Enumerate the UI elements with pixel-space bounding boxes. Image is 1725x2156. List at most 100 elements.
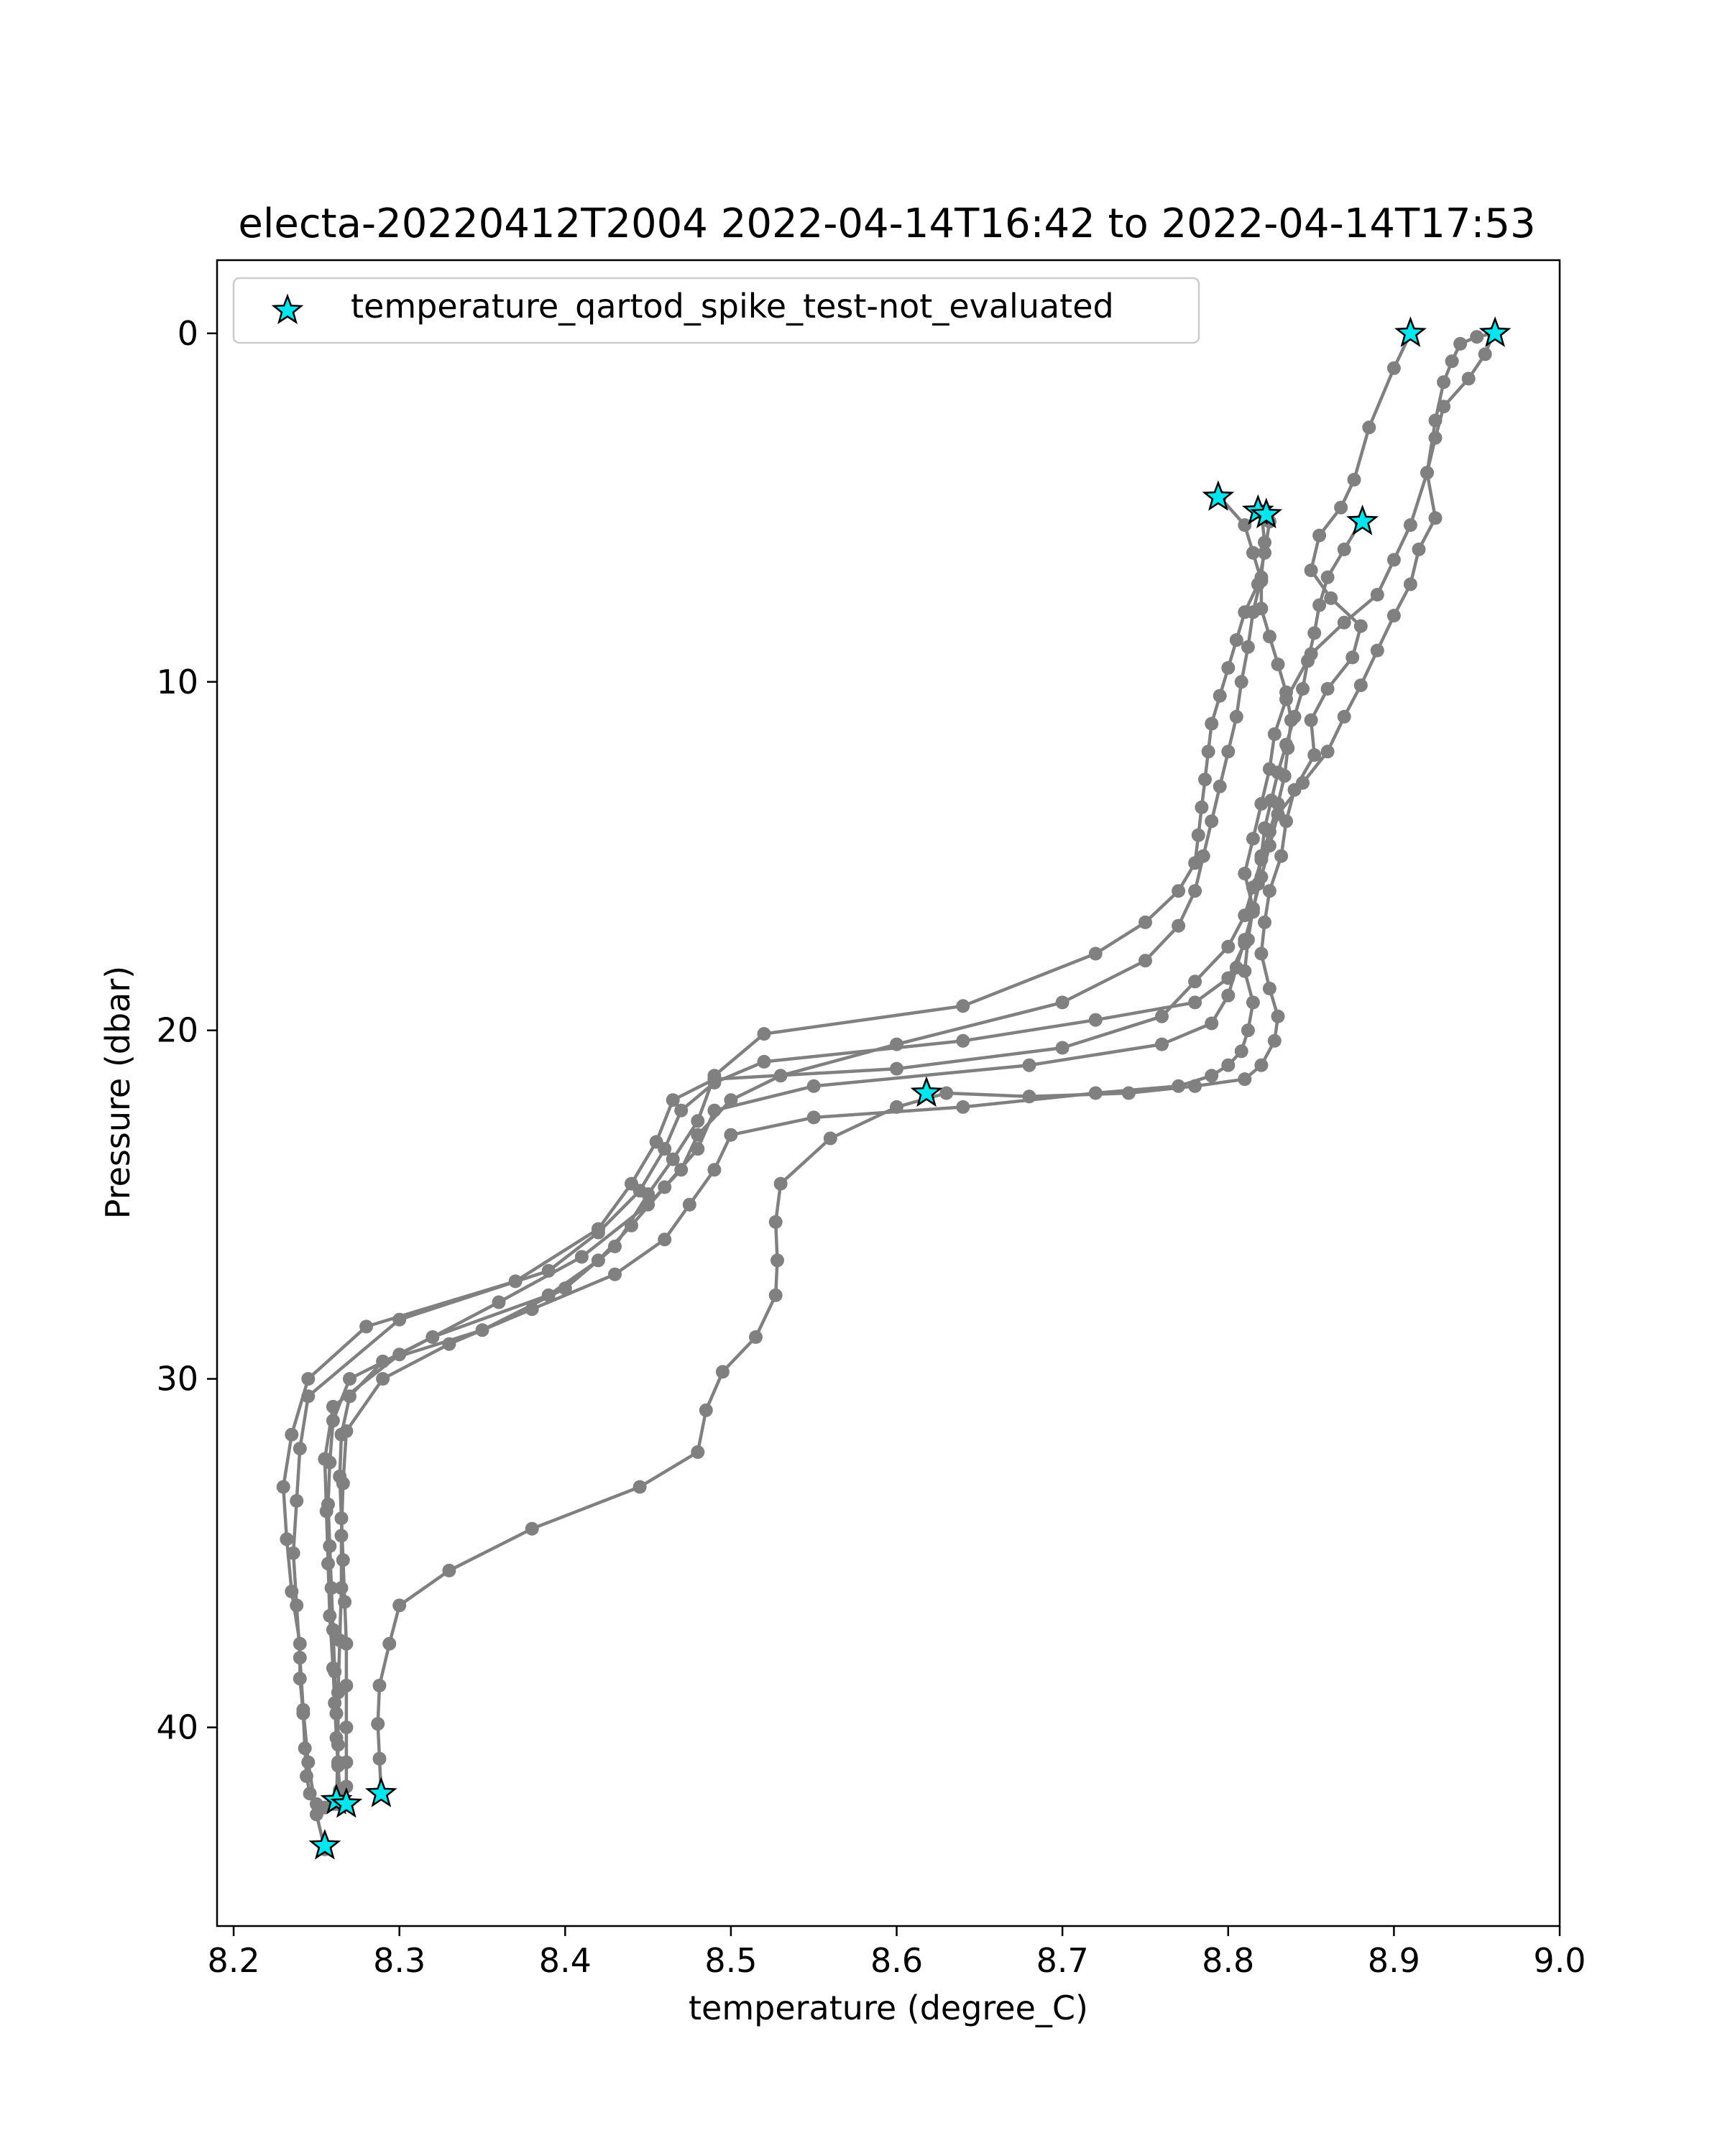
data-point: [1437, 375, 1451, 390]
data-point: [768, 1288, 783, 1302]
data-point: [525, 1521, 539, 1536]
data-point: [339, 1720, 354, 1735]
data-point: [1213, 779, 1227, 793]
data-point: [1229, 633, 1243, 648]
data-point: [1362, 420, 1376, 435]
x-tick-label: 9.0: [1533, 1941, 1586, 1980]
data-point: [1055, 1041, 1070, 1055]
data-point: [334, 1511, 349, 1526]
data-point: [1238, 1072, 1252, 1087]
data-point: [691, 1114, 705, 1128]
flagged-star-marker: [1202, 480, 1235, 511]
data-point: [608, 1239, 622, 1253]
data-point: [1301, 654, 1315, 668]
data-point: [1296, 775, 1310, 790]
flagged-star-marker: [1250, 497, 1283, 529]
data-point: [492, 1295, 506, 1309]
data-point: [1267, 1033, 1282, 1048]
data-point: [1234, 1044, 1248, 1059]
data-point: [1188, 856, 1202, 870]
data-point: [392, 1598, 407, 1613]
x-tick-label: 8.8: [1202, 1941, 1254, 1980]
data-point: [1320, 745, 1335, 759]
data-point: [508, 1274, 523, 1289]
data-point: [1346, 650, 1360, 665]
data-point: [768, 1215, 783, 1229]
data-point: [1445, 354, 1459, 369]
data-point: [749, 1330, 763, 1344]
data-point: [806, 1110, 821, 1125]
data-point: [691, 1142, 705, 1156]
data-point: [806, 1079, 821, 1093]
data-point: [343, 1372, 356, 1386]
data-point: [1088, 1013, 1103, 1027]
data-point: [1221, 988, 1236, 1003]
data-point: [1370, 588, 1384, 602]
legend-frame: [232, 277, 1200, 344]
data-point: [1055, 995, 1070, 1010]
data-point: [1155, 1037, 1169, 1051]
data-point: [625, 1176, 638, 1191]
data-point: [1262, 884, 1276, 898]
x-tick-label: 8.2: [207, 1941, 259, 1980]
data-point: [1271, 1009, 1285, 1023]
data-point: [372, 1678, 387, 1692]
data-point: [324, 1581, 339, 1595]
data-point: [1198, 773, 1212, 787]
data-point: [303, 1787, 317, 1801]
data-point: [1221, 660, 1236, 675]
x-tick-label: 8.9: [1368, 1941, 1420, 1980]
data-point: [1238, 933, 1252, 947]
data-point: [1246, 905, 1260, 919]
data-point: [321, 1497, 335, 1511]
data-point: [1191, 828, 1205, 842]
data-point: [641, 1187, 656, 1202]
data-point: [1258, 545, 1271, 560]
data-point: [541, 1288, 556, 1302]
data-point: [658, 1180, 672, 1194]
data-point: [1262, 982, 1276, 995]
data-point: [724, 1128, 738, 1142]
data-point: [1205, 1016, 1219, 1031]
legend: temperature_qartod_spike_test-not_evalua…: [232, 277, 1200, 344]
flagged-star-marker: [308, 1828, 341, 1860]
data-point: [1234, 675, 1248, 689]
data-point: [1246, 995, 1260, 1010]
y-axis: 0 10 20 30 40: [156, 314, 217, 1747]
data-point: [1412, 543, 1426, 556]
data-point: [298, 1741, 312, 1756]
data-point: [1307, 748, 1322, 763]
x-axis: 8.2 8.3 8.4 8.5 8.6 8.7 8.8 8.9 9.0: [207, 1926, 1586, 1980]
data-point: [293, 1636, 307, 1651]
data-point: [715, 1365, 730, 1379]
data-point: [682, 1197, 696, 1212]
data-point: [1279, 685, 1293, 699]
data-point: [1238, 867, 1252, 880]
y-tick-label: 10: [156, 663, 198, 701]
data-point: [300, 1769, 313, 1783]
data-point: [658, 1233, 672, 1247]
data-point: [1172, 918, 1186, 933]
data-point: [293, 1442, 307, 1456]
data-point: [707, 1069, 722, 1083]
data-point: [1229, 709, 1243, 724]
data-point: [591, 1253, 605, 1268]
data-point: [1241, 1023, 1255, 1038]
chart-title: electa-20220412T2004 2022-04-14T16:42 to…: [238, 201, 1535, 247]
data-point: [1246, 831, 1260, 846]
data-point: [1088, 946, 1103, 961]
data-point: [1262, 630, 1276, 644]
x-tick-label: 8.7: [1036, 1941, 1089, 1980]
data-point: [1221, 745, 1236, 759]
data-point: [649, 1135, 663, 1149]
data-point: [1251, 877, 1265, 891]
data-point: [333, 1469, 347, 1483]
data-point: [1334, 500, 1348, 515]
data-point: [1172, 1079, 1186, 1093]
data-point: [1312, 528, 1327, 543]
data-point: [1205, 717, 1219, 731]
legend-entry-label: temperature_qartod_spike_test-not_evalua…: [351, 287, 1114, 326]
y-tick-label: 40: [156, 1708, 198, 1747]
data-point: [343, 1389, 356, 1404]
data-point: [674, 1103, 689, 1118]
